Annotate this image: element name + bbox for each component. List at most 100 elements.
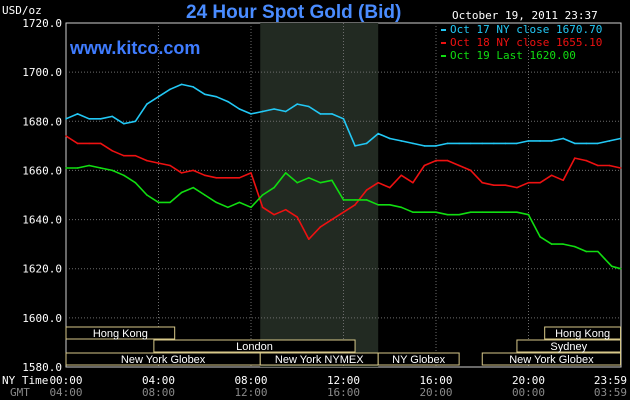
series-1-point-0	[65, 135, 67, 137]
series-0-point-30	[412, 142, 414, 145]
series-2-point-42	[550, 243, 553, 245]
series-1-point-48	[619, 167, 622, 169]
series-0-point-4	[111, 115, 114, 118]
series-1-point-21	[308, 238, 310, 241]
series-2-point-40	[527, 213, 530, 216]
series-2-point-25	[354, 199, 356, 201]
series-2-point-17	[261, 194, 264, 196]
x-tick-label-1: 04:00	[142, 374, 175, 387]
series-2-point-28	[388, 204, 391, 206]
series-1-point-31	[423, 164, 426, 167]
series-0-point-3	[99, 118, 102, 120]
series-0-point-13	[215, 95, 218, 98]
series-2-point-21	[308, 177, 310, 179]
series-0-point-15	[238, 108, 241, 110]
x-tick-label-5: 20:00	[512, 374, 545, 387]
series-0-point-27	[377, 132, 379, 135]
legend-entry-0: Oct 17 NY close 1670.70	[450, 23, 602, 36]
series-0-point-31	[423, 145, 426, 147]
session-bars: Hong Kong London New York Globex New York N…	[65, 326, 622, 366]
series-0-point-34	[458, 142, 460, 145]
series-1-point-28	[388, 186, 391, 189]
y-tick-label-6: 1600.0	[22, 312, 62, 325]
series-0-point-39	[516, 142, 518, 145]
series-2-point-0	[65, 167, 67, 169]
y-tick-label-1: 1700.0	[22, 66, 62, 79]
y-axis-ticks: 1720.0 1700.0 1680.0 1660.0 1640.0 1620.0 1600…	[22, 17, 62, 374]
series-0-point-7	[146, 103, 148, 105]
session-bar-1	[153, 339, 356, 353]
series-2-point-20	[296, 181, 299, 184]
series-1-point-4	[111, 149, 114, 152]
series-1-point-12	[203, 174, 206, 177]
series-2-point-2	[88, 164, 90, 167]
series-0-point-19	[284, 110, 287, 113]
series-0-point-38	[504, 142, 507, 145]
series-1-point-9	[169, 164, 171, 167]
series-0-point-21	[308, 105, 310, 108]
y-tick-label-4: 1640.0	[22, 214, 62, 227]
series-0-point-41	[539, 140, 541, 142]
series-2-point-47	[604, 258, 606, 260]
series-1-point-38	[504, 184, 507, 186]
y-tick-label-5: 1620.0	[22, 263, 62, 276]
series-0-point-36	[481, 142, 484, 145]
series-2-point-3	[99, 167, 102, 169]
session-bar-6	[544, 326, 622, 340]
x-tick-label-6: 23:59	[594, 374, 627, 387]
series-2-point-31	[423, 211, 426, 213]
series-1-point-23	[331, 218, 333, 221]
series-1-point-20	[296, 216, 299, 218]
series-1-point-5	[123, 154, 125, 157]
series-0-point-8	[157, 95, 160, 98]
x-tick-gmt-label-2: 12:00	[234, 386, 267, 399]
chart-title: 24 Hour Spot Gold (Bid)	[186, 2, 401, 23]
series-1-point-14	[227, 177, 229, 179]
series-1-point-36	[481, 181, 484, 184]
session-label-4: NY Globex	[392, 354, 445, 366]
legend-swatch-2	[441, 55, 446, 57]
series-1-point-32	[435, 159, 437, 162]
series-2-point-32	[435, 211, 437, 213]
series-0-point-1	[76, 113, 79, 115]
series-line-2	[66, 164, 621, 270]
series-0-point-25	[354, 145, 356, 147]
y-unit-label: USD/oz	[2, 4, 42, 17]
x-tick-label-0: 00:00	[49, 374, 82, 387]
legend-entry-2: Oct 19 Last 1620.00	[450, 49, 576, 62]
session-label-3: New York NYMEX	[275, 354, 364, 366]
series-1-point-17	[261, 206, 264, 209]
series-1-point-47	[608, 164, 611, 167]
series-0-point-18	[273, 108, 275, 110]
series-0-point-16	[250, 113, 252, 115]
series-2-point-41	[539, 235, 541, 238]
series-0-point-32	[435, 145, 437, 147]
series-1-point-16	[250, 172, 252, 174]
series-1-point-2	[88, 142, 90, 145]
session-bar-5	[516, 339, 622, 353]
series-2-point-10	[180, 191, 183, 194]
y-tick-label-7: 1580.0	[22, 361, 62, 374]
date-label: October 19, 2011 23:37	[452, 9, 598, 22]
series-2-point-9	[169, 201, 171, 204]
series-0-point-42	[550, 140, 553, 142]
gmt-label: GMT	[10, 386, 30, 399]
nymex-shading	[260, 23, 379, 367]
x-tick-label-3: 12:00	[327, 374, 360, 387]
series-1-point-42	[550, 174, 553, 177]
series-2-point-33	[446, 213, 449, 216]
x-tick-gmt-label-5: 00:00	[512, 386, 545, 399]
series-1-point-30	[412, 181, 414, 184]
series-0-point-12	[203, 93, 206, 96]
series-0-point-44	[573, 142, 576, 145]
y-tick-label-0: 1720.0	[22, 17, 62, 30]
series-0-point-2	[88, 118, 90, 120]
series-1-point-35	[469, 169, 472, 172]
series-1-point-44	[573, 157, 576, 159]
series-2-point-49	[619, 267, 622, 270]
x-axis-ticks: 00:00 04:00 08:00 12:00 16:00 20:00 23:5904:00…	[49, 374, 627, 399]
series-1-point-18	[273, 213, 275, 216]
series-0-point-24	[342, 118, 345, 120]
